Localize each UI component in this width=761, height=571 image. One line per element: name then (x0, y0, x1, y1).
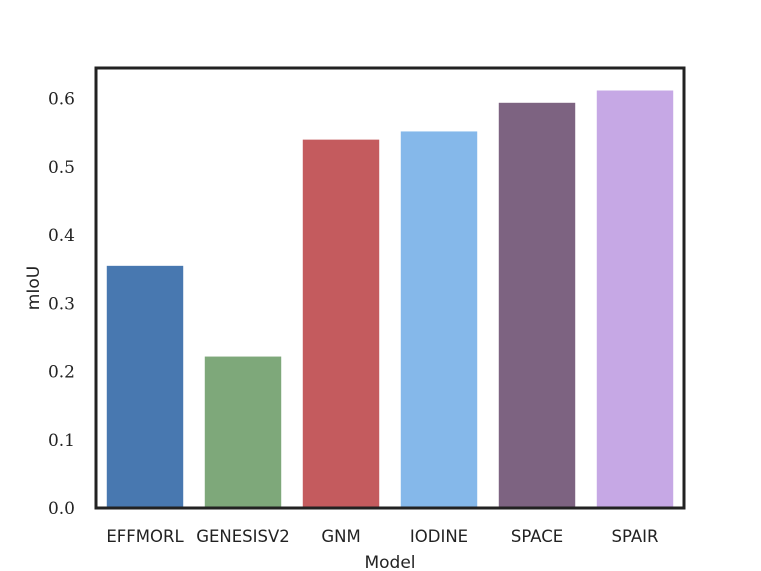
y-tick-label: 0.1 (48, 431, 75, 451)
bar-effmorl (106, 265, 184, 508)
bar-genesisv2 (204, 356, 282, 508)
x-tick-label-genesisv2: GENESISV2 (196, 527, 290, 546)
bars-layer (106, 90, 674, 508)
x-tick-label-iodine: IODINE (410, 527, 468, 546)
y-axis-ticks: 0.0 0.1 0.2 0.3 0.4 0.5 0.6 (48, 90, 75, 519)
y-tick-label: 0.0 (48, 499, 75, 519)
bar-iodine (400, 131, 478, 508)
y-tick-label: 0.6 (48, 90, 75, 110)
plot-frame (94, 66, 686, 510)
bar-spair (596, 90, 674, 508)
x-tick-label-spair: SPAIR (612, 527, 659, 546)
x-tick-label-gnm: GNM (321, 527, 360, 546)
x-axis-label: Model (364, 553, 415, 571)
y-tick-label: 0.2 (48, 363, 75, 383)
x-tick-label-effmorl: EFFMORL (106, 527, 184, 546)
y-tick-label: 0.4 (48, 226, 75, 246)
x-tick-label-space: SPACE (511, 527, 563, 546)
bar-gnm (302, 139, 380, 508)
bar-space (498, 102, 576, 508)
x-axis-ticks: EFFMORL GENESISV2 GNM IODINE SPACE SPAIR (106, 527, 658, 546)
y-axis-label: mIoU (24, 266, 44, 310)
y-tick-label: 0.3 (48, 294, 75, 314)
y-tick-label: 0.5 (48, 158, 75, 178)
